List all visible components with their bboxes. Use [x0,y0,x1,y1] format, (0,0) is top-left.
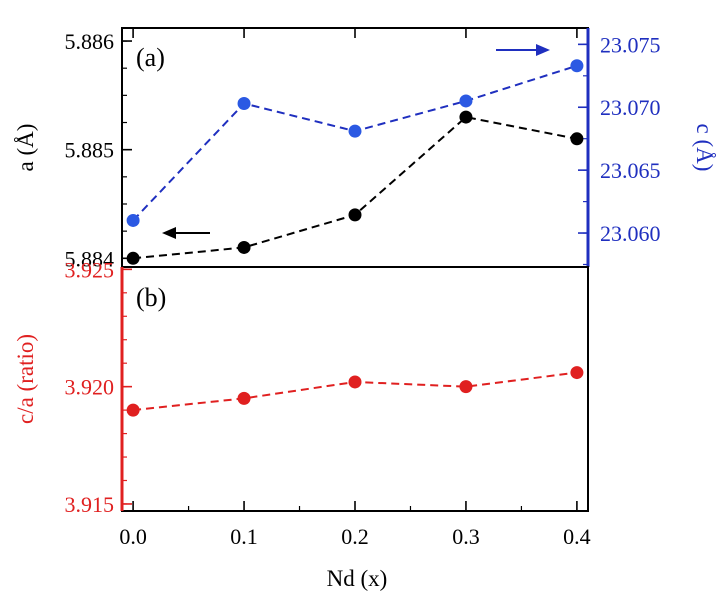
b-left-axis-title: c/a (ratio) [13,334,38,424]
series-line-a [132,116,578,260]
x-tick-label: 0.3 [452,524,480,549]
data-point-a [348,208,362,222]
data-point-c [126,213,140,227]
a-right-axis-title: c (Å) [692,124,717,172]
x-axis-title: Nd (x) [327,566,388,591]
data-point-ratio [570,366,584,380]
a-right-tick-label: 23.060 [600,221,661,246]
panel-a-frame [121,27,589,268]
data-point-ratio [348,375,362,389]
b-left-tick-label: 3.915 [65,492,115,517]
panel-b-frame [121,266,589,512]
a-left-tick-label: 5.885 [65,138,115,163]
a-left-axis-title: a (Å) [13,124,38,172]
a-left-tick-label: 5.884 [65,246,115,271]
x-tick-label: 0.4 [563,524,591,549]
a-arrow-head [162,227,176,239]
x-tick-label: 0.2 [341,524,369,549]
panel-b-label: (b) [136,283,166,312]
data-point-a [570,132,584,146]
data-point-c [348,124,362,138]
a-left-tick-label: 5.886 [65,29,115,54]
a-right-tick-label: 23.070 [600,95,661,120]
data-point-ratio [459,380,473,394]
b-left-tick-label: 3.920 [65,375,115,400]
c-arrow-head [536,44,550,56]
data-point-c [237,96,251,110]
data-point-ratio [237,391,251,405]
x-tick-label: 0.0 [119,524,147,549]
data-point-c [570,59,584,73]
series-line-c [132,64,578,222]
x-tick-label: 0.1 [230,524,258,549]
data-point-a [126,251,140,265]
panel-b: 3.915 3.920 3.925 c/a (ratio) (b) 0.0 0.1 0.2 0.… [13,28,591,549]
data-point-a [459,110,473,124]
data-point-c [459,94,473,108]
b-left-tick-label: 3.925 [65,257,115,282]
panel-a: 5.884 5.885 5.886 a (Å) 23.060 23.065 23.070 23… [13,27,717,271]
panel-a-label: (a) [136,43,165,72]
data-point-a [237,240,251,254]
data-point-ratio [126,403,140,417]
a-right-tick-label: 23.075 [600,32,661,57]
a-right-tick-label: 23.065 [600,158,661,183]
